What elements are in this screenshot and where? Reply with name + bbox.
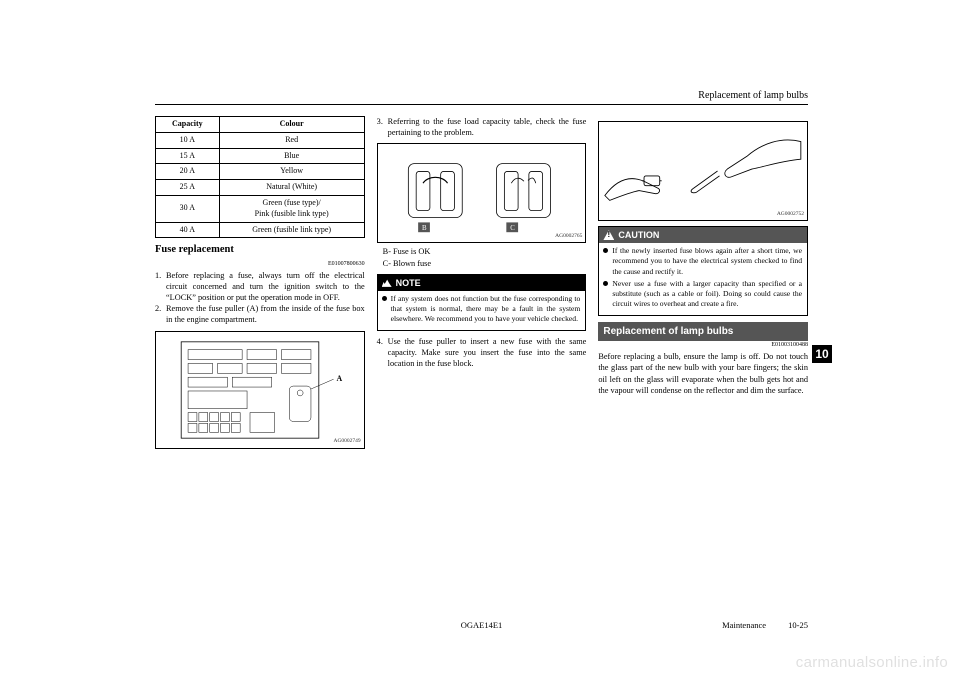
header-rule <box>155 104 808 105</box>
note-heading: NOTE <box>378 275 586 291</box>
caution-title: CAUTION <box>618 229 659 241</box>
cell: Red <box>219 132 364 148</box>
caption-c: C- Blown fuse <box>383 258 587 269</box>
note-title: NOTE <box>396 277 421 289</box>
svg-text:B: B <box>422 226 427 233</box>
figure-fusebox: A AG0002749 <box>155 331 365 449</box>
figure-label: AG0002752 <box>777 211 804 218</box>
footer-center: OGAE14E1 <box>461 620 503 630</box>
cell: Blue <box>219 148 364 164</box>
th-colour: Colour <box>219 117 364 133</box>
section-code: E01003100488 <box>598 341 808 349</box>
svg-text:C: C <box>510 226 515 233</box>
watermark: carmanualsonline.info <box>796 654 948 671</box>
note-bullet: If any system does not function but the … <box>391 294 581 325</box>
section-code: E01007800630 <box>155 260 365 268</box>
cell: 15 A <box>156 148 220 164</box>
replacement-body: Before replacing a bulb, ensure the lamp… <box>598 351 808 396</box>
figure-hands-fuse: AG0002752 <box>598 121 808 221</box>
step-4: 4.Use the fuse puller to insert a new fu… <box>377 336 587 370</box>
figure-label: AG0002765 <box>555 233 582 240</box>
step-text: Before replacing a fuse, always turn off… <box>166 271 365 302</box>
cell: 30 A <box>156 195 220 222</box>
column-2: 3.Referring to the fuse load capacity ta… <box>377 116 587 452</box>
cell: 10 A <box>156 132 220 148</box>
step-text: Use the fuse puller to insert a new fuse… <box>388 337 587 368</box>
figure-fuse-check: B C AG0002765 <box>377 143 587 243</box>
page-header: Replacement of lamp bulbs <box>698 90 808 101</box>
cell: 20 A <box>156 164 220 180</box>
section-title-fuse-replacement: Fuse replacement <box>155 243 365 257</box>
th-capacity: Capacity <box>156 117 220 133</box>
section-bar-replacement: Replacement of lamp bulbs <box>598 322 808 342</box>
cell: 25 A <box>156 180 220 196</box>
fuse-capacity-table: Capacity Colour 10 ARed 15 ABlue 20 AYel… <box>155 116 365 238</box>
step-3: 3.Referring to the fuse load capacity ta… <box>377 116 587 138</box>
caption-b: B- Fuse is OK <box>383 246 587 257</box>
column-3: AG0002752 CAUTION If the newly inserted … <box>598 116 808 452</box>
side-tab-number: 10 <box>812 345 832 363</box>
footer-page-number: 10-25 <box>788 620 808 630</box>
caution-box: CAUTION If the newly inserted fuse blows… <box>598 226 808 316</box>
cell: Green (fuse type)/ Pink (fusible link ty… <box>219 195 364 222</box>
caution-heading: CAUTION <box>599 227 807 243</box>
step-2: 2.Remove the fuse puller (A) from the in… <box>155 303 365 325</box>
note-box: NOTE If any system does not function but… <box>377 274 587 331</box>
step-text: Remove the fuse puller (A) from the insi… <box>166 304 365 324</box>
cell: Yellow <box>219 164 364 180</box>
step-text: Referring to the fuse load capacity tabl… <box>388 117 587 137</box>
footer-section: Maintenance <box>722 620 766 630</box>
step-1: 1.Before replacing a fuse, always turn o… <box>155 270 365 304</box>
cell: 40 A <box>156 222 220 238</box>
caution-bullet-1: If the newly inserted fuse blows again a… <box>612 246 802 277</box>
figure-label: AG0002749 <box>333 438 360 445</box>
cell: Natural (White) <box>219 180 364 196</box>
svg-text:A: A <box>337 374 343 383</box>
caution-bullet-2: Never use a fuse with a larger capacity … <box>612 279 802 310</box>
cell: Green (fusible link type) <box>219 222 364 238</box>
side-tab: 10 <box>812 345 832 363</box>
column-1: Capacity Colour 10 ARed 15 ABlue 20 AYel… <box>155 116 365 452</box>
